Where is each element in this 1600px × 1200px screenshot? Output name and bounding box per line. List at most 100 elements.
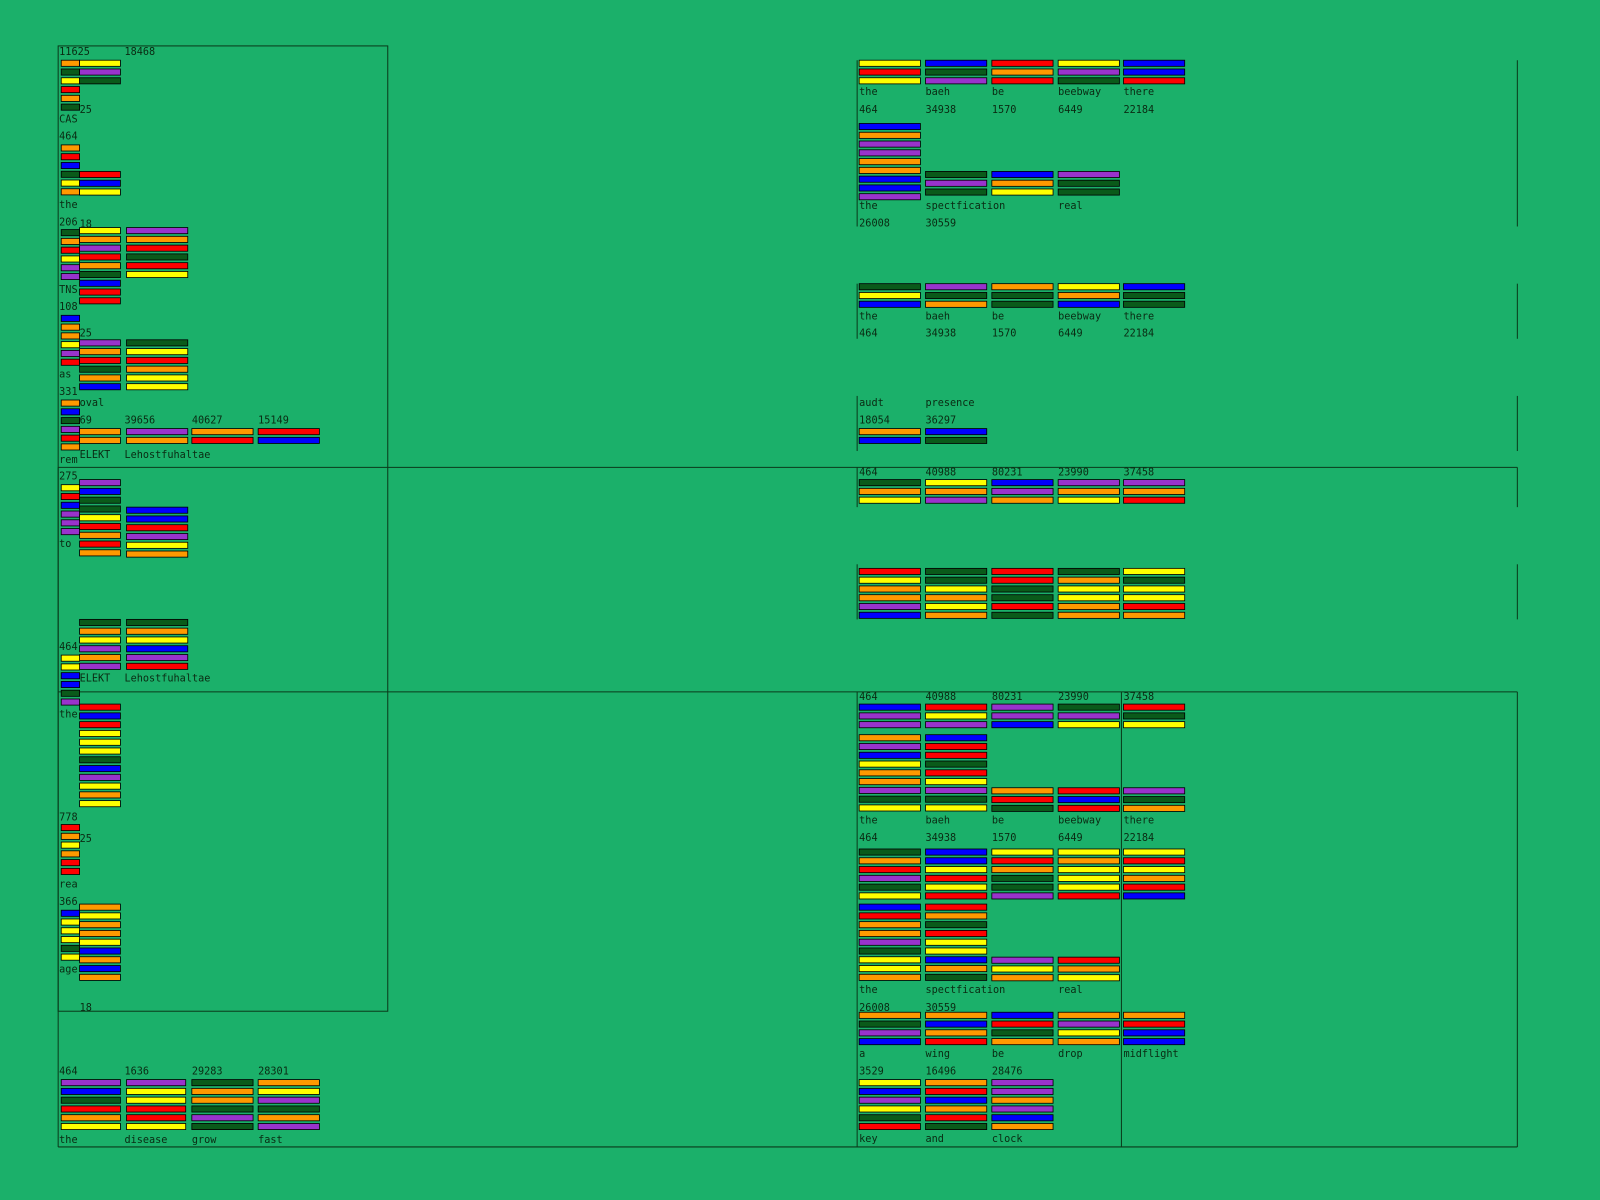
stripe (925, 1087, 988, 1095)
item-number: 28301 (258, 1066, 289, 1077)
stripe (858, 428, 921, 436)
item-number: 16496 (926, 1066, 957, 1077)
stripe (858, 804, 921, 812)
stripe (858, 1038, 921, 1046)
stripe (858, 1079, 921, 1087)
stripe (858, 760, 921, 768)
item-number: 464 (859, 329, 877, 340)
stripe (79, 227, 121, 235)
stripe (858, 929, 921, 937)
stripe (60, 663, 80, 671)
stripe (858, 436, 921, 444)
stripe (925, 171, 988, 178)
stripe (991, 1105, 1054, 1113)
stripe (79, 271, 121, 278)
stripe (1057, 611, 1120, 619)
stripe (1057, 892, 1120, 900)
stripe (1057, 883, 1120, 891)
stripe (925, 1105, 988, 1113)
item-number: 108 (59, 302, 77, 313)
stripe (79, 973, 121, 981)
stripe (858, 769, 921, 777)
stripe (60, 1123, 121, 1130)
stripe (60, 144, 80, 152)
item-label: audt (859, 398, 884, 409)
stripe (1123, 1020, 1186, 1028)
stripe (60, 689, 80, 697)
stripe (925, 947, 988, 955)
stripe (925, 188, 988, 196)
stripe (1123, 1038, 1186, 1046)
item-label: spectfication (926, 985, 1006, 996)
stripe (1057, 703, 1120, 711)
stripe (925, 1123, 988, 1130)
stripe (1123, 292, 1186, 299)
stripe (60, 867, 80, 875)
stripe (858, 912, 921, 920)
stripe (858, 77, 921, 85)
item-label: CAS (59, 114, 77, 125)
stripe (991, 496, 1054, 504)
stripe (925, 576, 988, 584)
stripe (79, 712, 121, 720)
stripe (991, 68, 1054, 76)
stripe (126, 271, 189, 278)
stripe (1057, 594, 1120, 602)
item-label: be (992, 815, 1004, 826)
stripe (126, 662, 189, 670)
stripe (79, 903, 121, 911)
stripe (79, 791, 121, 799)
stripe (925, 973, 988, 981)
stripe (60, 332, 80, 340)
stripe (1057, 712, 1120, 720)
stripe (1123, 892, 1186, 900)
stripe (991, 611, 1054, 619)
stripe (1123, 866, 1186, 874)
item-label: be (992, 87, 1004, 98)
item-label: beebway (1058, 87, 1101, 98)
stripe (925, 929, 988, 937)
stripe (126, 428, 189, 436)
stripe (126, 374, 189, 382)
item-label: presence (926, 398, 975, 409)
stripe (1057, 1029, 1120, 1037)
stripe (925, 487, 988, 495)
item-number: 25 (80, 329, 92, 340)
stripe (79, 68, 121, 76)
stripe (60, 859, 80, 867)
stripe (60, 153, 80, 161)
stripe (925, 903, 988, 911)
stripe (858, 921, 921, 929)
stripe (60, 68, 80, 76)
stripe (858, 283, 921, 291)
stripe (925, 769, 988, 777)
item-number: 22184 (1123, 833, 1154, 844)
stripe (1123, 487, 1186, 495)
stripe (79, 436, 121, 444)
stripe (925, 1079, 988, 1087)
stripe (925, 743, 988, 750)
stripe (60, 1079, 121, 1087)
stripe (126, 1087, 187, 1095)
stripe (925, 751, 988, 759)
stripe (1057, 496, 1120, 504)
item-label: rea (59, 880, 77, 891)
stripe (858, 703, 921, 711)
stripe (126, 645, 189, 653)
stripe (79, 339, 121, 347)
stripe (1057, 1038, 1120, 1046)
item-number: 15149 (258, 415, 289, 426)
stripe (79, 540, 121, 548)
stripe (257, 1105, 320, 1113)
stripe (925, 795, 988, 803)
stripe (1123, 874, 1186, 882)
stripe (257, 436, 320, 444)
stripe (925, 703, 988, 711)
stripe (925, 567, 988, 575)
stripe (60, 417, 80, 425)
item-label: rem (59, 455, 77, 466)
stripe (1057, 576, 1120, 584)
item-number: 464 (859, 467, 877, 478)
stripe (925, 1114, 988, 1122)
stripe (126, 506, 189, 514)
